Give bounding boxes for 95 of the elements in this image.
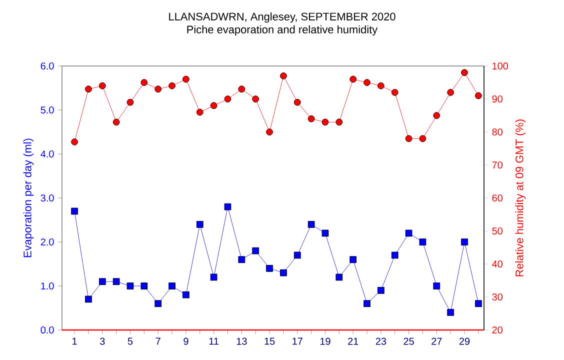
point — [364, 79, 370, 86]
point — [308, 220, 315, 228]
point — [126, 282, 134, 290]
point — [238, 256, 246, 264]
point — [405, 230, 412, 237]
x-tick-label: 1 — [72, 338, 77, 345]
y-tick-label: 2.0 — [40, 238, 54, 246]
point — [419, 135, 426, 142]
point — [350, 256, 357, 264]
y-tick-label: 4.0 — [40, 150, 54, 158]
point — [280, 269, 287, 276]
x-tick-label: 15 — [264, 338, 275, 345]
x-tick-label: 17 — [292, 338, 302, 345]
x-tick-label: 7 — [156, 338, 160, 345]
point — [140, 79, 148, 86]
point — [252, 96, 260, 102]
point — [378, 286, 384, 294]
point — [182, 291, 190, 298]
point — [126, 98, 134, 106]
y2-tick-label: 40 — [492, 260, 502, 268]
point — [266, 264, 273, 272]
y-tick-label: 0.0 — [40, 326, 54, 334]
point — [405, 135, 412, 142]
point — [112, 118, 120, 126]
y2-tick-label: 20 — [492, 326, 502, 334]
point — [474, 92, 482, 100]
point — [98, 278, 106, 286]
x-tick-label: 9 — [184, 338, 188, 345]
point — [196, 220, 204, 228]
x-tick-label: 13 — [236, 338, 247, 345]
point — [461, 69, 468, 76]
point — [210, 274, 218, 281]
point — [350, 76, 357, 83]
point — [391, 252, 398, 259]
y-tick-label: 6.0 — [40, 62, 54, 70]
x-tick-label: 27 — [432, 338, 442, 345]
point — [364, 300, 370, 308]
y-tick-label: 5.0 — [40, 106, 54, 114]
x-tick-label: 11 — [209, 338, 219, 345]
point — [168, 82, 176, 90]
x-tick-label: 29 — [459, 338, 470, 345]
point — [378, 82, 384, 90]
point — [419, 238, 426, 246]
y2-tick-label: 30 — [492, 293, 502, 301]
y2-tick-label: 70 — [492, 161, 502, 169]
point — [98, 82, 106, 90]
point — [71, 138, 78, 146]
point — [238, 86, 246, 93]
point — [336, 118, 343, 126]
point — [336, 274, 343, 281]
x-tick-label: 5 — [128, 338, 133, 345]
y-axis-title: Evaporation per day (ml) — [23, 138, 34, 258]
y2-tick-label: 50 — [492, 227, 502, 235]
chart-subtitle: Piche evaporation and relative humidity — [187, 25, 378, 36]
chart-title: LLANSADWRN, Anglesey, SEPTEMBER 2020 — [169, 12, 396, 23]
point — [154, 86, 162, 93]
point — [210, 102, 218, 110]
point — [71, 208, 78, 215]
point — [252, 247, 260, 254]
point — [433, 112, 440, 119]
x-tick-label: 25 — [404, 338, 414, 345]
point — [294, 98, 301, 106]
point — [140, 282, 148, 290]
point — [461, 238, 468, 246]
point — [182, 76, 190, 83]
y-tick-label: 1.0 — [41, 282, 54, 290]
point — [112, 278, 120, 286]
y2-tick-label: 100 — [492, 62, 508, 70]
point — [154, 300, 162, 308]
point — [266, 128, 273, 136]
x-tick-label: 19 — [320, 338, 330, 345]
y2-tick-label: 90 — [492, 95, 502, 103]
point — [322, 118, 329, 126]
point — [433, 282, 440, 290]
point — [474, 300, 482, 308]
x-tick-label: 3 — [100, 338, 105, 345]
point — [224, 203, 232, 210]
y2-tick-label: 60 — [492, 194, 502, 202]
point — [294, 252, 301, 259]
point — [280, 72, 287, 80]
x-tick-label: 21 — [348, 338, 358, 345]
point — [447, 308, 454, 316]
point — [168, 282, 176, 290]
point — [447, 88, 454, 96]
y2-tick-label: 80 — [492, 128, 502, 136]
point — [85, 86, 92, 93]
y-tick-label: 3.0 — [40, 194, 54, 202]
point — [224, 96, 232, 102]
x-tick-label: 23 — [376, 338, 386, 345]
point — [308, 115, 315, 122]
point — [391, 88, 398, 96]
y2-axis-title: Relative humidity at 09 GMT (%) — [515, 120, 526, 276]
point — [196, 108, 204, 116]
point — [322, 230, 329, 237]
point — [85, 296, 92, 303]
